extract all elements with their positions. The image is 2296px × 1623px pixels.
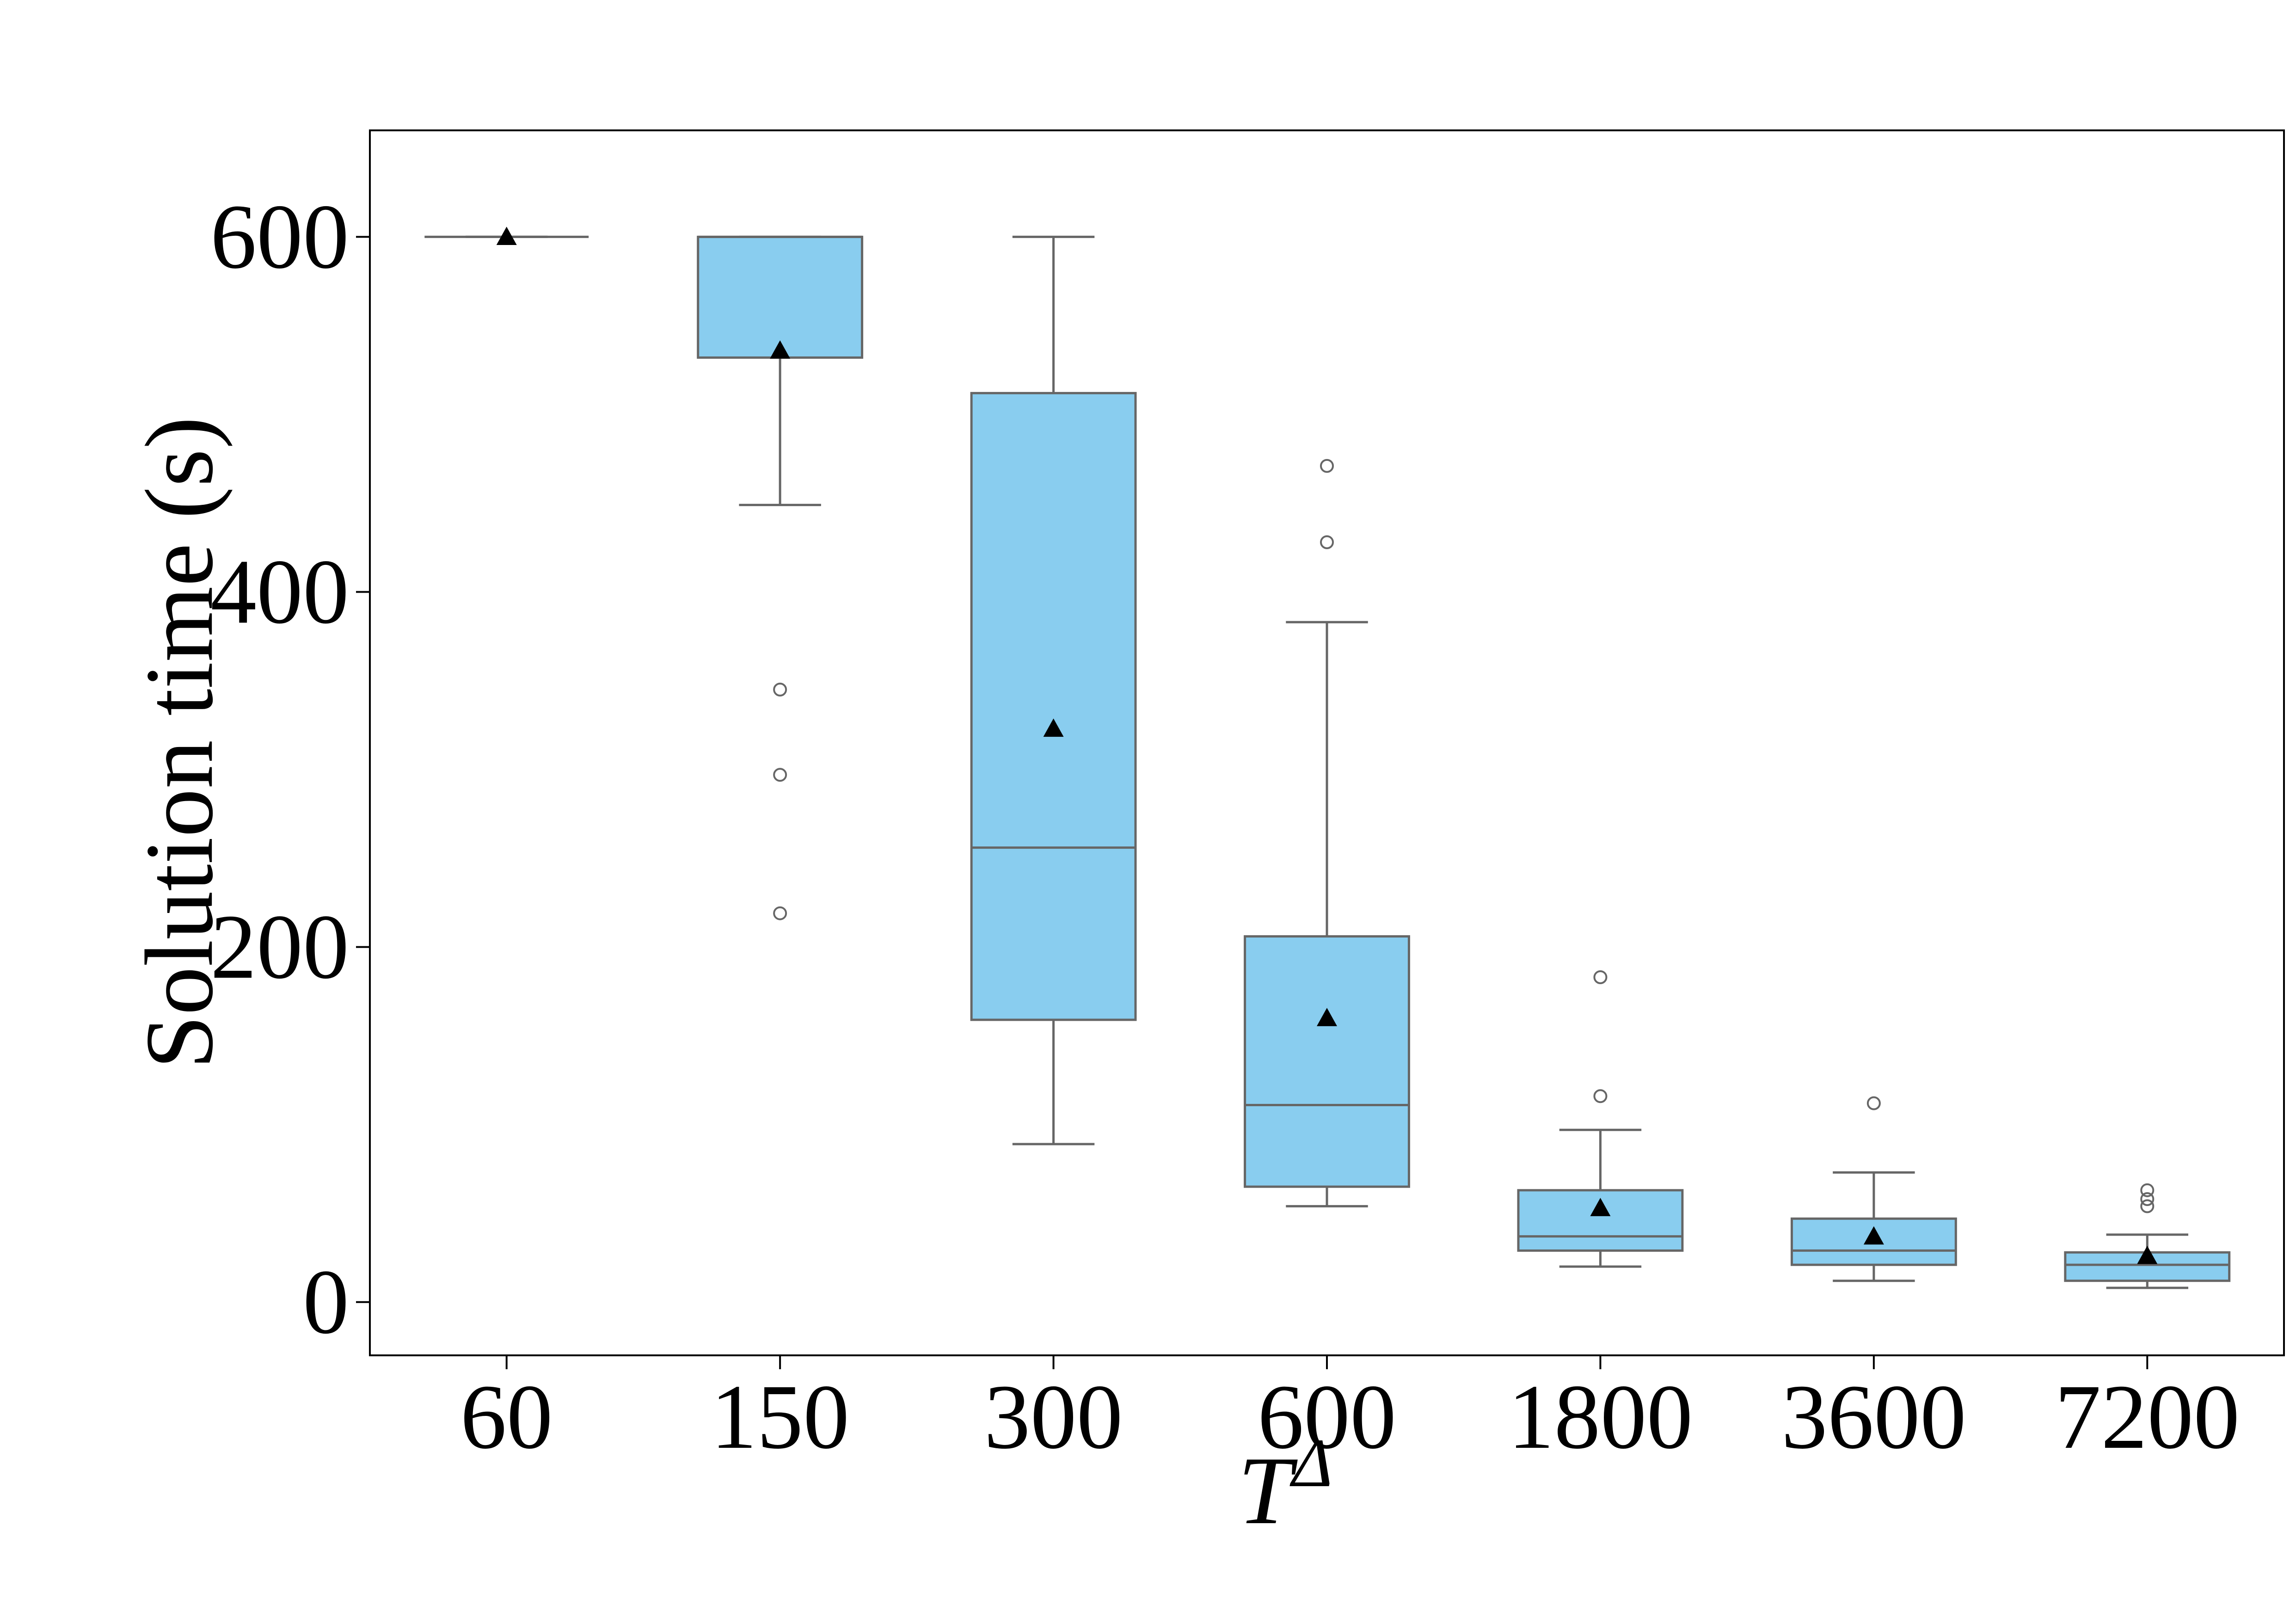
plot-marks [424, 227, 2231, 1289]
outlier-point [1320, 459, 1334, 473]
x-axis-title-main: T [1238, 1437, 1298, 1544]
x-tick-label: 300 [984, 1366, 1123, 1468]
y-tick-label: 200 [210, 896, 349, 998]
x-axis-title-superscript: Δ [1289, 1425, 1332, 1501]
outlier-point [1593, 970, 1608, 984]
mean-marker [1863, 1226, 1884, 1245]
box [1244, 935, 1410, 1188]
x-tick-label: 7200 [2055, 1366, 2240, 1468]
x-tick-label: 600 [1258, 1366, 1396, 1468]
y-tick-label: 400 [210, 541, 349, 643]
box [970, 392, 1137, 1021]
outlier-point [2140, 1199, 2155, 1213]
box-group-60 [424, 227, 589, 245]
x-tick-label: 150 [711, 1366, 849, 1468]
mean-marker [1590, 1198, 1611, 1216]
mean-marker [770, 340, 791, 359]
y-tick-label: 0 [303, 1251, 349, 1353]
outlier-point [1320, 535, 1334, 550]
box-group-600 [1244, 459, 1410, 1207]
outlier-point [2140, 1183, 2155, 1197]
mean-marker [2137, 1245, 2158, 1264]
outlier-point [1866, 1096, 1881, 1110]
y-axis-title: Solution time (s) [126, 416, 233, 1069]
y-tick-label: 600 [210, 186, 349, 288]
mean-marker [1317, 1008, 1337, 1026]
box-group-300 [970, 235, 1137, 1145]
x-axis-title: TΔ [1238, 1425, 1333, 1544]
box-group-7200 [2064, 1183, 2231, 1289]
outlier-point [1593, 1089, 1608, 1103]
outlier-point [773, 768, 787, 782]
box-group-150 [697, 235, 864, 920]
outlier-point [2140, 1192, 2155, 1207]
mean-marker [1043, 718, 1064, 737]
box-group-3600 [1790, 1096, 1957, 1282]
box-group-1800 [1517, 970, 1684, 1268]
outlier-point [773, 682, 787, 697]
y-axis: 0 200 400 600 [210, 186, 370, 1353]
x-tick-label: 1800 [1508, 1366, 1693, 1468]
mean-marker [496, 227, 517, 245]
x-axis: 60 150 300 600 1800 3600 7200 [460, 1355, 2240, 1468]
x-tick-label: 3600 [1781, 1366, 1966, 1468]
outlier-point [773, 906, 787, 920]
box [697, 235, 864, 359]
x-tick-label: 60 [460, 1366, 553, 1468]
